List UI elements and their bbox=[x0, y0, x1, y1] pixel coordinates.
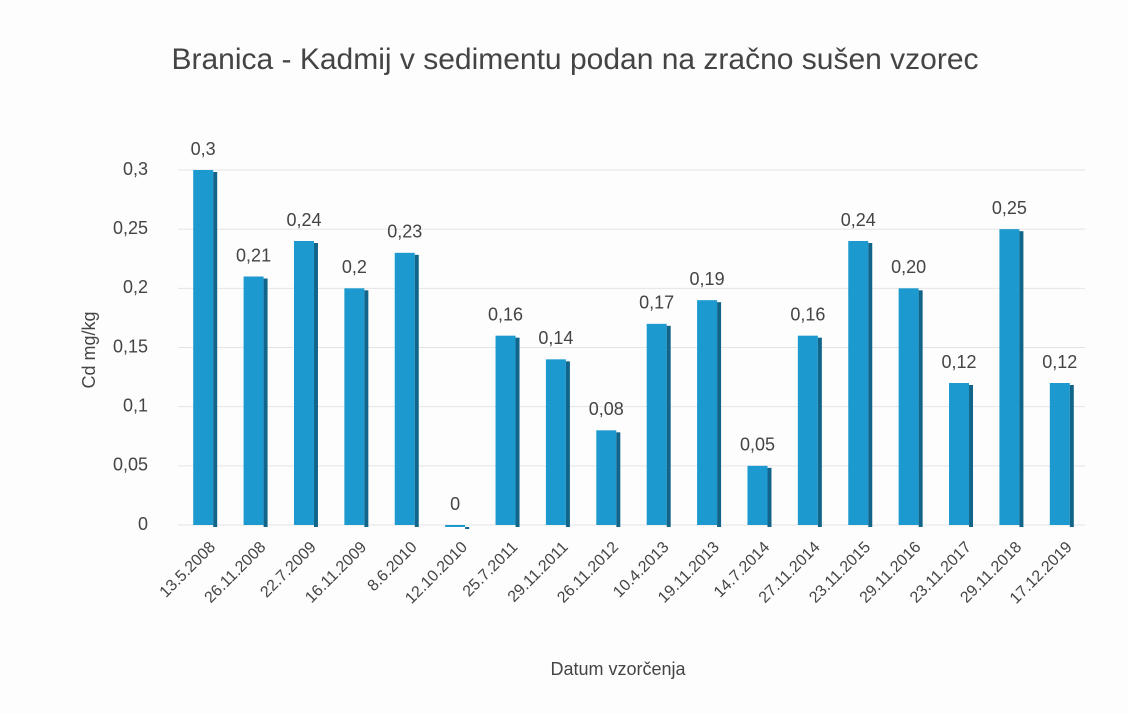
bar-side bbox=[263, 278, 268, 527]
bar-side bbox=[868, 243, 873, 527]
y-tick-label: 0,15 bbox=[113, 336, 148, 356]
y-tick-label: 0 bbox=[138, 514, 148, 534]
bar-side bbox=[364, 290, 369, 527]
bar-side bbox=[817, 337, 822, 527]
x-axis-label: Datum vzorčenja bbox=[550, 659, 686, 679]
data-label: 0,08 bbox=[589, 399, 624, 419]
data-label: 0,24 bbox=[841, 210, 876, 230]
bar bbox=[999, 229, 1020, 525]
bar bbox=[949, 383, 970, 525]
bar-side bbox=[767, 467, 772, 527]
bar-side bbox=[717, 302, 722, 527]
bar bbox=[697, 300, 718, 525]
data-label: 0,2 bbox=[342, 257, 367, 277]
bar bbox=[243, 276, 264, 525]
bar bbox=[193, 170, 214, 525]
bar bbox=[394, 252, 415, 526]
bar-side bbox=[918, 290, 923, 527]
bar-side bbox=[414, 254, 419, 528]
bar-side bbox=[1069, 385, 1074, 527]
data-label: 0,25 bbox=[992, 198, 1027, 218]
y-tick-label: 0,1 bbox=[123, 395, 148, 415]
y-tick-label: 0,05 bbox=[113, 455, 148, 475]
y-tick-label: 0,2 bbox=[123, 277, 148, 297]
bar bbox=[445, 525, 466, 527]
data-label: 0 bbox=[450, 494, 460, 514]
data-label: 0,16 bbox=[488, 304, 523, 324]
data-label: 0,12 bbox=[1042, 352, 1077, 372]
data-label: 0,17 bbox=[639, 293, 674, 313]
data-label: 0,14 bbox=[538, 328, 573, 348]
bar bbox=[1049, 383, 1070, 525]
bar bbox=[545, 359, 566, 525]
bar bbox=[596, 430, 617, 525]
data-label: 0,24 bbox=[286, 210, 321, 230]
data-label: 0,3 bbox=[191, 139, 216, 159]
bar bbox=[344, 288, 365, 525]
bar-side bbox=[213, 172, 218, 527]
data-label: 0,05 bbox=[740, 435, 775, 455]
bar-side bbox=[1019, 231, 1024, 527]
data-label: 0,19 bbox=[690, 269, 725, 289]
bar bbox=[747, 465, 768, 525]
chart-title: Branica - Kadmij v sedimentu podan na zr… bbox=[171, 43, 979, 76]
bar bbox=[293, 241, 314, 525]
bar-side bbox=[313, 243, 318, 527]
data-label: 0,12 bbox=[942, 352, 977, 372]
bar-side bbox=[565, 361, 570, 527]
bar-side bbox=[465, 527, 470, 529]
bar-side bbox=[666, 325, 671, 527]
y-tick-label: 0,25 bbox=[113, 218, 148, 238]
bar-side bbox=[616, 432, 621, 527]
data-label: 0,23 bbox=[387, 222, 422, 242]
data-label: 0,20 bbox=[891, 257, 926, 277]
bar bbox=[797, 335, 818, 525]
bar bbox=[898, 288, 919, 525]
data-label: 0,16 bbox=[790, 304, 825, 324]
y-axis-label: Cd mg/kg bbox=[79, 311, 99, 388]
bar-side bbox=[969, 385, 974, 527]
bar bbox=[848, 241, 869, 525]
bar bbox=[646, 323, 667, 525]
bar-side bbox=[515, 337, 520, 527]
bar bbox=[495, 335, 516, 525]
y-tick-label: 0,3 bbox=[123, 159, 148, 179]
data-label: 0,21 bbox=[236, 245, 271, 265]
